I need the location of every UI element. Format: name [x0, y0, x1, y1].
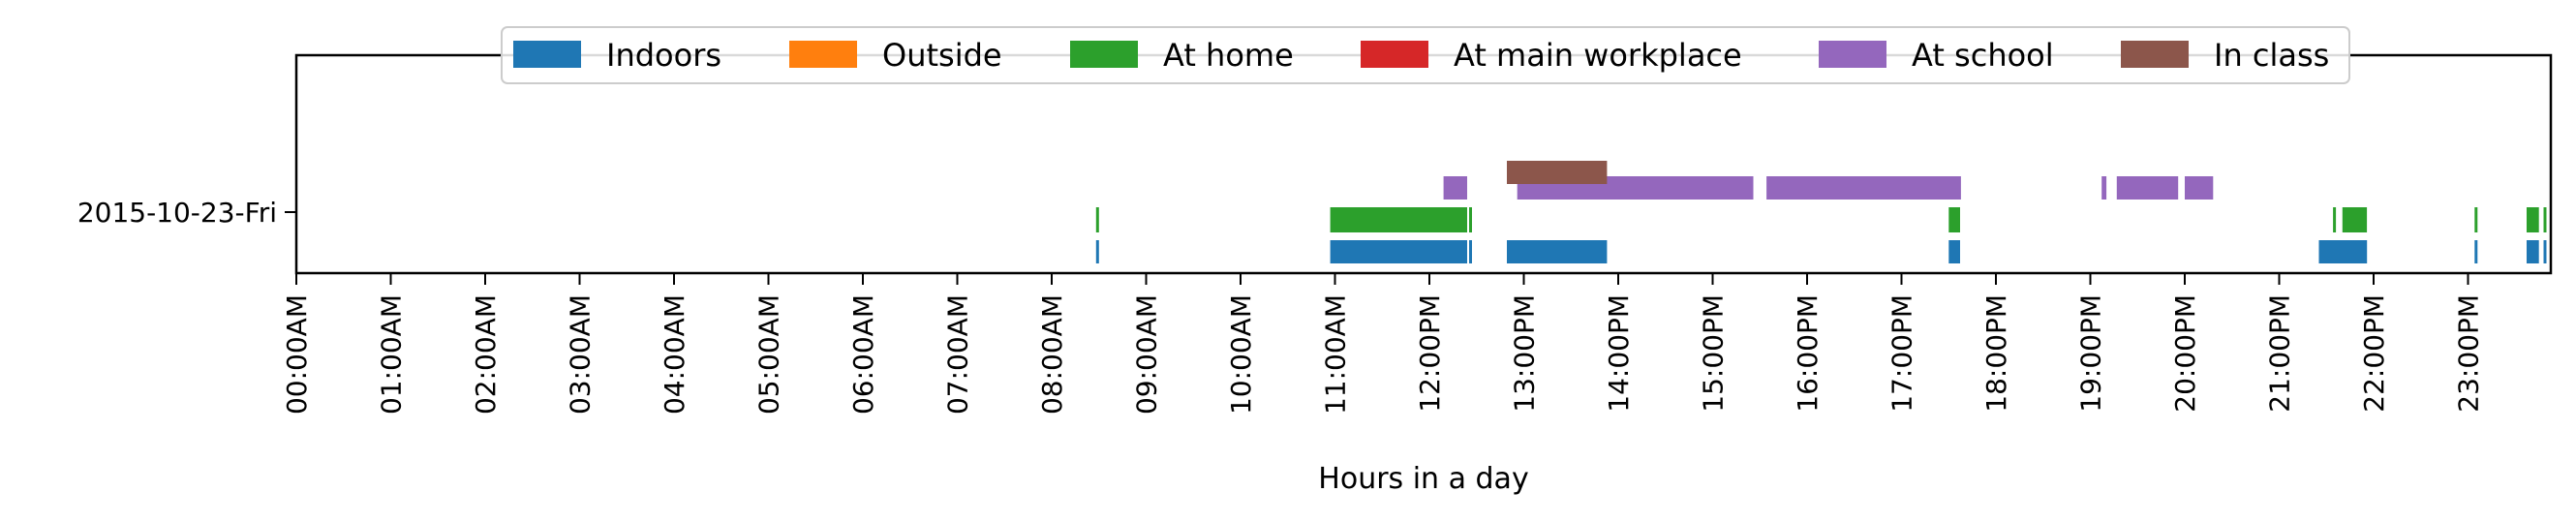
bar-at-school-4	[2116, 176, 2179, 200]
bar-indoors-1	[1330, 240, 1467, 263]
bar-indoors-8	[2543, 240, 2547, 263]
x-tick-label-13: 13:00PM	[1509, 294, 1541, 413]
bar-indoors-2	[1469, 240, 1472, 263]
bar-at-home-2	[1469, 207, 1472, 232]
bar-at-school-3	[2101, 176, 2107, 200]
x-tick-label-18: 18:00PM	[1980, 294, 2012, 413]
bar-indoors-7	[2527, 240, 2539, 263]
bar-indoors-6	[2474, 240, 2478, 263]
x-axis-title: Hours in a day	[1318, 462, 1528, 496]
y-tick-label-0: 2015-10-23-Fri	[77, 197, 277, 229]
bar-at-school-0	[1443, 176, 1467, 200]
legend-label-at-home: At home	[1163, 37, 1294, 74]
x-tick-label-7: 07:00AM	[942, 294, 974, 415]
x-tick-label-6: 06:00AM	[847, 294, 879, 415]
legend-label-in-class: In class	[2214, 37, 2329, 74]
x-axis: 00:00AM 01:00AM 02:00AM 03:00AM 04:00AM 05:00…	[281, 273, 2485, 415]
bar-at-school-2	[1766, 176, 1961, 200]
bar-at-home-6	[2474, 207, 2478, 232]
x-tick-label-0: 00:00AM	[281, 294, 313, 415]
x-tick-label-3: 03:00AM	[565, 294, 597, 415]
legend-label-outside: Outside	[882, 37, 1002, 74]
x-tick-label-14: 14:00PM	[1603, 294, 1635, 413]
legend-swatch-at-home	[1070, 41, 1138, 68]
x-tick-label-15: 15:00PM	[1698, 294, 1730, 413]
legend-swatch-outside	[789, 41, 857, 68]
bar-at-home-8	[2543, 207, 2547, 232]
bar-at-home-4	[2333, 207, 2337, 232]
x-tick-label-12: 12:00PM	[1414, 294, 1446, 413]
x-tick-label-2: 02:00AM	[470, 294, 502, 415]
bar-at-home-5	[2342, 207, 2368, 232]
x-tick-label-1: 01:00AM	[376, 294, 408, 415]
x-tick-label-10: 10:00AM	[1225, 294, 1257, 415]
bar-at-home-0	[1095, 207, 1099, 232]
x-tick-label-16: 16:00PM	[1792, 294, 1824, 413]
bar-at-home-7	[2527, 207, 2539, 232]
bar-indoors-5	[2318, 240, 2368, 263]
bar-indoors-0	[1095, 240, 1099, 263]
x-tick-label-17: 17:00PM	[1886, 294, 1918, 413]
legend-swatch-indoors	[513, 41, 581, 68]
x-tick-label-4: 04:00AM	[659, 294, 690, 415]
bar-indoors-3	[1507, 240, 1608, 263]
x-tick-label-21: 21:00PM	[2264, 294, 2296, 413]
legend-label-at-main-workplace: At main workplace	[1454, 37, 1742, 74]
x-tick-label-20: 20:00PM	[2169, 294, 2201, 413]
x-tick-label-9: 09:00AM	[1131, 294, 1163, 415]
bar-at-home-3	[1948, 207, 1960, 232]
y-axis: 2015-10-23-Fri	[77, 197, 296, 229]
bar-at-school-5	[2185, 176, 2214, 200]
legend-label-indoors: Indoors	[606, 37, 721, 74]
x-tick-label-22: 22:00PM	[2358, 294, 2390, 413]
legend: Indoors Outside At home At main workplace At…	[501, 26, 2350, 84]
legend-swatch-at-school	[1819, 41, 1886, 68]
x-tick-label-19: 19:00PM	[2075, 294, 2107, 413]
x-tick-label-8: 08:00AM	[1036, 294, 1068, 415]
x-tick-label-23: 23:00PM	[2453, 294, 2485, 413]
bar-at-home-1	[1330, 207, 1467, 232]
bar-in-class-0	[1507, 161, 1608, 184]
bars-layer	[1095, 161, 2547, 263]
bar-indoors-4	[1948, 240, 1960, 263]
legend-swatch-in-class	[2121, 41, 2189, 68]
x-tick-label-5: 05:00AM	[753, 294, 785, 415]
legend-label-at-school: At school	[1912, 37, 2054, 74]
legend-swatch-at-main-workplace	[1361, 41, 1428, 68]
x-tick-label-11: 11:00AM	[1320, 294, 1352, 415]
